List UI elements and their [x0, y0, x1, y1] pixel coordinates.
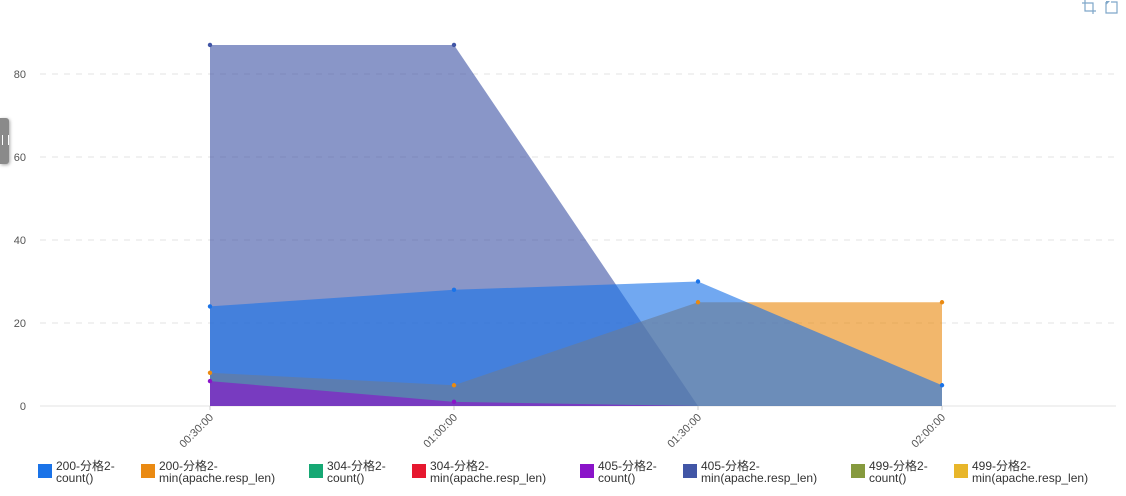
data-point-0-0[interactable] [207, 304, 213, 309]
series-area-0 [210, 281, 942, 406]
x-tick-label: 01:00:00 [421, 412, 460, 451]
data-point-0-1[interactable] [451, 287, 457, 292]
data-point-0-2[interactable] [695, 279, 701, 284]
series-areas [210, 44, 942, 406]
data-point-1-1[interactable] [451, 383, 457, 388]
legend-item-1[interactable]: 200-分格2- min(apache.resp_len) [141, 460, 275, 484]
legend-swatch [412, 464, 426, 478]
data-point-0-3[interactable] [939, 383, 945, 388]
series-area-4 [210, 381, 698, 406]
legend-item-0[interactable]: 200-分格2- count() [38, 460, 115, 484]
zoom-select-icon[interactable] [1082, 0, 1096, 14]
y-tick-label: 60 [14, 152, 26, 164]
data-point-4-0[interactable] [207, 378, 213, 384]
data-point-1-2[interactable] [695, 300, 701, 305]
legend-label: 405-分格2- min(apache.resp_len) [701, 459, 818, 485]
chart-legend: 200-分格2- count() 200-分格2- min(apache.resp… [0, 460, 1126, 496]
legend-swatch [38, 464, 52, 478]
side-panel-handle[interactable] [0, 118, 9, 164]
chart-toolbar [1082, 0, 1118, 14]
legend-swatch [954, 464, 968, 478]
legend-item-5[interactable]: 405-分格2- min(apache.resp_len) [683, 460, 817, 484]
legend-swatch [141, 464, 155, 478]
legend-label: 200-分格2- min(apache.resp_len) [159, 459, 276, 485]
legend-label: 499-分格2- count() [869, 459, 928, 485]
legend-label: 200-分格2- count() [56, 459, 115, 485]
data-point-5-1[interactable] [451, 42, 457, 48]
data-point-1-0[interactable] [207, 370, 213, 375]
legend-swatch [851, 464, 865, 478]
x-tick-label: 02:00:00 [909, 412, 948, 451]
data-point-4-1[interactable] [451, 399, 457, 405]
legend-label: 304-分格2- count() [327, 459, 386, 485]
x-tick-label: 01:30:00 [665, 412, 704, 451]
y-tick-label: 80 [14, 69, 26, 81]
legend-item-6[interactable]: 499-分格2- count() [851, 460, 928, 484]
legend-item-3[interactable]: 304-分格2- min(apache.resp_len) [412, 460, 546, 484]
y-tick-label: 0 [20, 401, 26, 413]
legend-item-7[interactable]: 499-分格2- min(apache.resp_len) [954, 460, 1088, 484]
legend-label: 405-分格2- count() [598, 459, 657, 485]
series-points [207, 42, 945, 405]
data-point-1-3[interactable] [939, 300, 945, 305]
legend-item-4[interactable]: 405-分格2- count() [580, 460, 657, 484]
zoom-reset-icon[interactable] [1104, 0, 1118, 14]
y-tick-label: 40 [14, 235, 26, 247]
legend-swatch [683, 464, 697, 478]
legend-item-2[interactable]: 304-分格2- count() [309, 460, 386, 484]
y-tick-label: 20 [14, 318, 26, 330]
x-tick-label: 00:30:00 [177, 412, 216, 451]
data-point-5-0[interactable] [207, 42, 213, 48]
legend-label: 499-分格2- min(apache.resp_len) [972, 459, 1089, 485]
legend-swatch [580, 464, 594, 478]
legend-label: 304-分格2- min(apache.resp_len) [430, 459, 547, 485]
legend-swatch [309, 464, 323, 478]
